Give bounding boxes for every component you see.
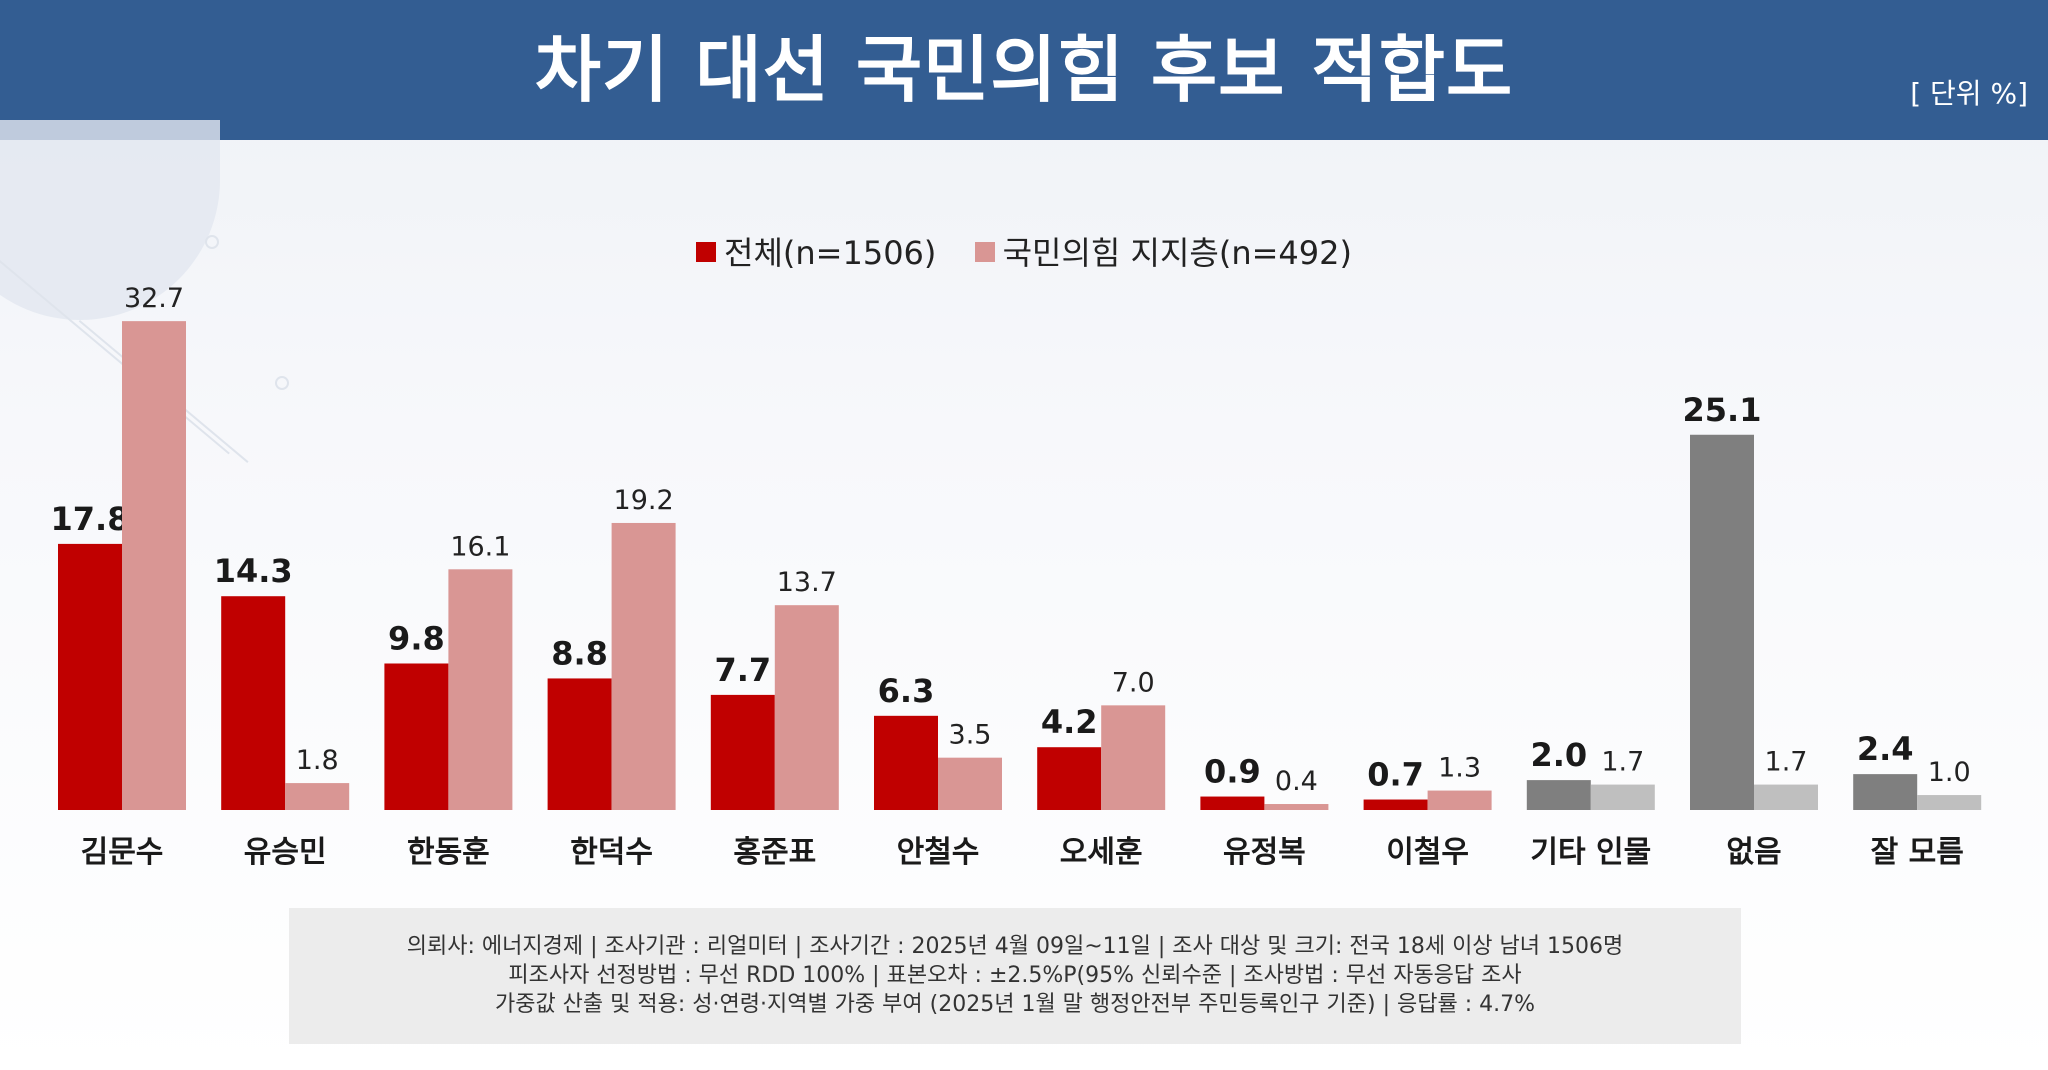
data-label-total: 6.3 — [878, 672, 935, 710]
legend-label-ppp: 국민의힘 지지층(n=492) — [1002, 234, 1352, 272]
data-label-ppp: 7.0 — [1112, 667, 1155, 698]
bar-total — [1363, 799, 1428, 810]
data-label-ppp: 1.0 — [1928, 757, 1971, 788]
data-label-total: 7.7 — [714, 651, 771, 689]
bar-chart: 17.8 32.7 김문수 14.3 1.8 유승민 9.8 16.1 한동훈 8.8 19.2 한덕… — [51, 283, 1982, 870]
data-label-ppp: 1.7 — [1765, 747, 1808, 778]
data-label-total: 14.3 — [214, 552, 293, 590]
data-label-total: 8.8 — [551, 634, 608, 672]
bar-ppp — [448, 569, 513, 810]
legend-swatch-ppp — [974, 242, 995, 262]
decorative-dot — [275, 376, 289, 390]
bar-ppp — [1590, 784, 1655, 810]
category-label: 기타 인물 — [1530, 835, 1651, 870]
category-label: 한덕수 — [570, 835, 653, 870]
data-label-ppp: 1.7 — [1601, 747, 1644, 778]
bar-ppp — [611, 522, 676, 810]
data-label-ppp: 16.1 — [450, 531, 510, 562]
data-label-ppp: 13.7 — [777, 567, 837, 598]
bar-ppp — [285, 783, 350, 810]
legend-swatch-total — [696, 242, 717, 262]
data-label-ppp: 1.3 — [1438, 753, 1481, 784]
bar-total — [547, 678, 612, 810]
footer-line-2: 피조사자 선정방법 : 무선 RDD 100% | 표본오차 : ±2.5%P(… — [508, 963, 1522, 988]
data-label-total: 0.7 — [1367, 756, 1424, 794]
category-label: 한동훈 — [407, 835, 490, 870]
bar-ppp — [1754, 784, 1818, 810]
bar-total — [1037, 747, 1102, 810]
data-label-total: 9.8 — [388, 619, 445, 657]
bar-ppp — [938, 757, 1002, 810]
survey-footer: 의뢰사: 에너지경제 | 조사기관 : 리얼미터 | 조사기간 : 2025년 … — [289, 908, 1741, 1044]
bar-ppp — [1427, 790, 1492, 810]
legend-item-ppp: 국민의힘 지지층(n=492) — [974, 228, 1352, 274]
data-label-ppp: 32.7 — [124, 283, 184, 314]
category-label: 유정복 — [1223, 835, 1306, 870]
bar-ppp — [122, 321, 186, 810]
data-label-ppp: 0.4 — [1275, 766, 1318, 797]
footer-line-1: 의뢰사: 에너지경제 | 조사기관 : 리얼미터 | 조사기간 : 2025년 … — [406, 934, 1624, 959]
bar-ppp — [774, 605, 839, 810]
category-label: 유승민 — [244, 835, 327, 870]
bar-ppp — [1101, 705, 1166, 810]
category-label: 이철우 — [1386, 835, 1469, 870]
legend-label-total: 전체(n=1506) — [724, 234, 937, 272]
header-bar — [0, 0, 2048, 140]
footer-line-3: 가중값 산출 및 적용: 성·연령·지역별 가중 부여 (2025년 1월 말 … — [494, 992, 1536, 1017]
data-label-total: 2.4 — [1857, 730, 1914, 768]
category-label: 잘 모름 — [1871, 835, 1964, 870]
bar-total — [384, 663, 449, 810]
page-title: 차기 대선 국민의힘 후보 적합도 — [534, 28, 1514, 112]
data-label-ppp: 1.8 — [296, 745, 339, 776]
bar-total — [1690, 434, 1754, 810]
bar-total — [1853, 774, 1918, 810]
data-label-ppp: 19.2 — [614, 485, 674, 516]
category-label: 김문수 — [81, 835, 164, 870]
data-label-total: 17.8 — [51, 500, 130, 538]
legend-item-total: 전체(n=1506) — [696, 228, 936, 274]
category-label: 오세훈 — [1060, 835, 1143, 870]
category-label: 안철수 — [897, 835, 980, 870]
bar-total — [874, 715, 938, 810]
chart-legend: 전체(n=1506) 국민의힘 지지층(n=492) — [0, 228, 2048, 274]
bar-total — [221, 596, 286, 810]
bar-total — [1526, 780, 1591, 810]
data-label-total: 25.1 — [1683, 391, 1762, 429]
category-label: 홍준표 — [733, 835, 816, 870]
decorative-dot — [205, 235, 219, 249]
category-label: 없음 — [1726, 835, 1781, 870]
bar-total — [58, 543, 122, 810]
data-label-total: 0.9 — [1204, 753, 1261, 791]
unit-label: [ 단위 %] — [1910, 77, 2028, 110]
data-label-total: 4.2 — [1041, 703, 1098, 741]
data-label-ppp: 3.5 — [949, 720, 992, 751]
data-label-total: 2.0 — [1530, 736, 1587, 774]
bar-total — [710, 694, 775, 810]
bar-ppp — [1264, 804, 1329, 810]
bar-total — [1200, 796, 1265, 810]
bar-ppp — [1917, 795, 1982, 810]
